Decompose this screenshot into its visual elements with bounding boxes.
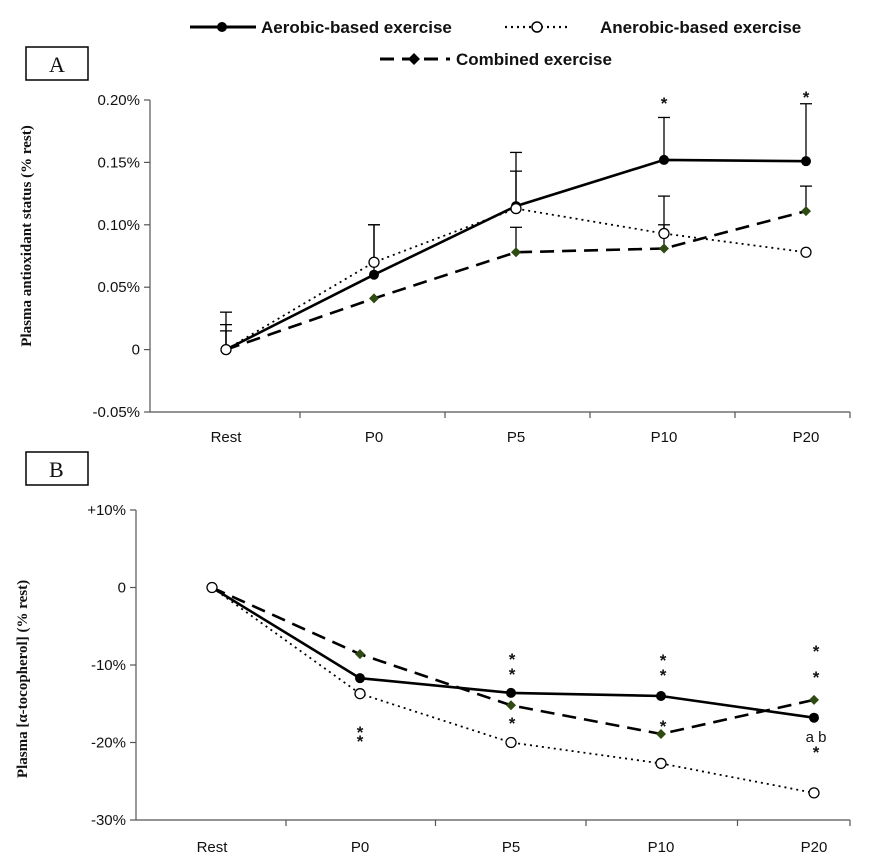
legend-label-anaerobic: Anerobic-based exercise [600, 18, 801, 37]
legend-item-combined: Combined exercise [380, 50, 612, 69]
panel-a-label: A [49, 52, 65, 77]
panel-a-point-combined [369, 293, 379, 304]
panel-a-annotation-star: * [803, 88, 810, 107]
panel-a-point-aerobic [369, 269, 379, 280]
panel-b-annotation-star: * [509, 665, 516, 684]
panel-b-annotation-star: * [660, 717, 667, 736]
panel-a-annotation-star: * [661, 94, 668, 113]
panel-a-plot: -0.05% 0 0.05% 0.10% 0.15% 0.20% Rest P0 P5 P10 P2… [92, 88, 851, 446]
panel-a-point-combined [801, 206, 811, 217]
panel-a-point-combined [511, 247, 521, 258]
panel-b-point-anaerobic [354, 688, 366, 700]
panel-b-xtick-label: P5 [502, 839, 520, 855]
panel-b-ytick-label: -20% [91, 735, 126, 752]
panel-b-annotation-star: * [660, 651, 667, 670]
panel-b-xtick-label: P0 [351, 839, 369, 855]
panel-a-xtick-label: P5 [507, 429, 525, 446]
panel-b-point-combined [355, 649, 365, 660]
panel-a-series-line-anaerobic [225, 207, 807, 351]
panel-b-point-anaerobic [655, 757, 667, 770]
panel-a-ytick-label: 0.05% [97, 279, 140, 296]
panel-b-point-anaerobic [808, 787, 820, 799]
panel-b-point-anaerobic [206, 581, 218, 594]
panel-a-xtick-label: P20 [793, 429, 820, 446]
panel-b-point-combined [656, 728, 666, 739]
panel-b-box [25, 451, 89, 486]
panel-a-xtick-label: Rest [211, 429, 243, 446]
panel-a-point-anaerobic [658, 227, 670, 240]
legend-marker-anaerobic [531, 21, 543, 33]
panel-a-box [25, 46, 89, 81]
panel-b-xtick-label: P20 [801, 839, 828, 855]
panel-b-annotation-ab: a b [806, 729, 827, 746]
panel-b-annotation-star: * [813, 668, 820, 687]
legend: Aerobic-based exercise Anerobic-based ex… [190, 18, 801, 69]
panel-b-point-aerobic [809, 712, 819, 723]
panel-b-point-aerobic [506, 687, 516, 698]
panel-b-ylabel: Plasma [α-tocopherol] (% rest) [15, 580, 31, 778]
panel-a-ytick-label: 0 [132, 342, 140, 359]
panel-b-point-aerobic [656, 691, 666, 701]
panel-b-annotation-star: * [509, 650, 516, 669]
panel-b-xtick-label: Rest [197, 839, 229, 855]
panel-a-point-anaerobic [800, 246, 812, 258]
legend-item-aerobic: Aerobic-based exercise [190, 18, 452, 37]
panel-b-annotation-star: * [357, 723, 364, 742]
panel-b-series-line-anaerobic [211, 586, 815, 794]
panel-b-annotation-star: * [357, 732, 364, 751]
panel-b-point-anaerobic [505, 736, 517, 749]
legend-marker-combined [408, 53, 420, 65]
panel-b-label: B [49, 457, 64, 482]
panel-b-xtick-label: P10 [648, 839, 675, 855]
panel-a-point-anaerobic [220, 343, 232, 356]
panel-b-point-combined [809, 694, 819, 705]
panel-b-annotation-star: * [813, 743, 820, 762]
panel-b-ytick-label: -30% [91, 812, 126, 829]
panel-a-point-aerobic [659, 154, 669, 165]
panel-a-point-aerobic [801, 156, 811, 167]
panel-a-ytick-label: -0.05% [92, 404, 140, 421]
panel-b-point-aerobic [355, 673, 365, 684]
panel-a-point-anaerobic [510, 202, 522, 215]
legend-label-aerobic: Aerobic-based exercise [261, 18, 452, 37]
panel-a-ytick-label: 0.20% [97, 92, 140, 109]
panel-b-annotation-star: * [813, 642, 820, 661]
panel-a-xtick-label: P0 [365, 429, 383, 446]
panel-b-ytick-label: +10% [87, 502, 126, 519]
panel-a-ytick-label: 0.10% [97, 217, 140, 234]
panel-b-ytick-label: 0 [118, 580, 126, 597]
panel-b-annotation-star: * [509, 714, 516, 733]
legend-item-anaerobic: Anerobic-based exercise [505, 18, 801, 37]
panel-a-ylabel: Plasma antioxidant status (% rest) [19, 125, 35, 346]
legend-marker-aerobic [217, 22, 227, 32]
panel-b-annotation-star: * [660, 666, 667, 685]
panel-b-point-combined [506, 700, 516, 711]
panel-b-plot: -30%-20%-10%0+10%Rest P0 P5 P10 P20*********… [87, 502, 851, 855]
panel-a-xtick-label: P10 [651, 429, 678, 446]
panel-b-ytick-label: -10% [91, 657, 126, 674]
panel-a-point-combined [659, 243, 669, 254]
panel-a-point-anaerobic [368, 256, 380, 268]
legend-label-combined: Combined exercise [456, 50, 612, 69]
panel-a-ytick-label: 0.15% [97, 154, 140, 171]
